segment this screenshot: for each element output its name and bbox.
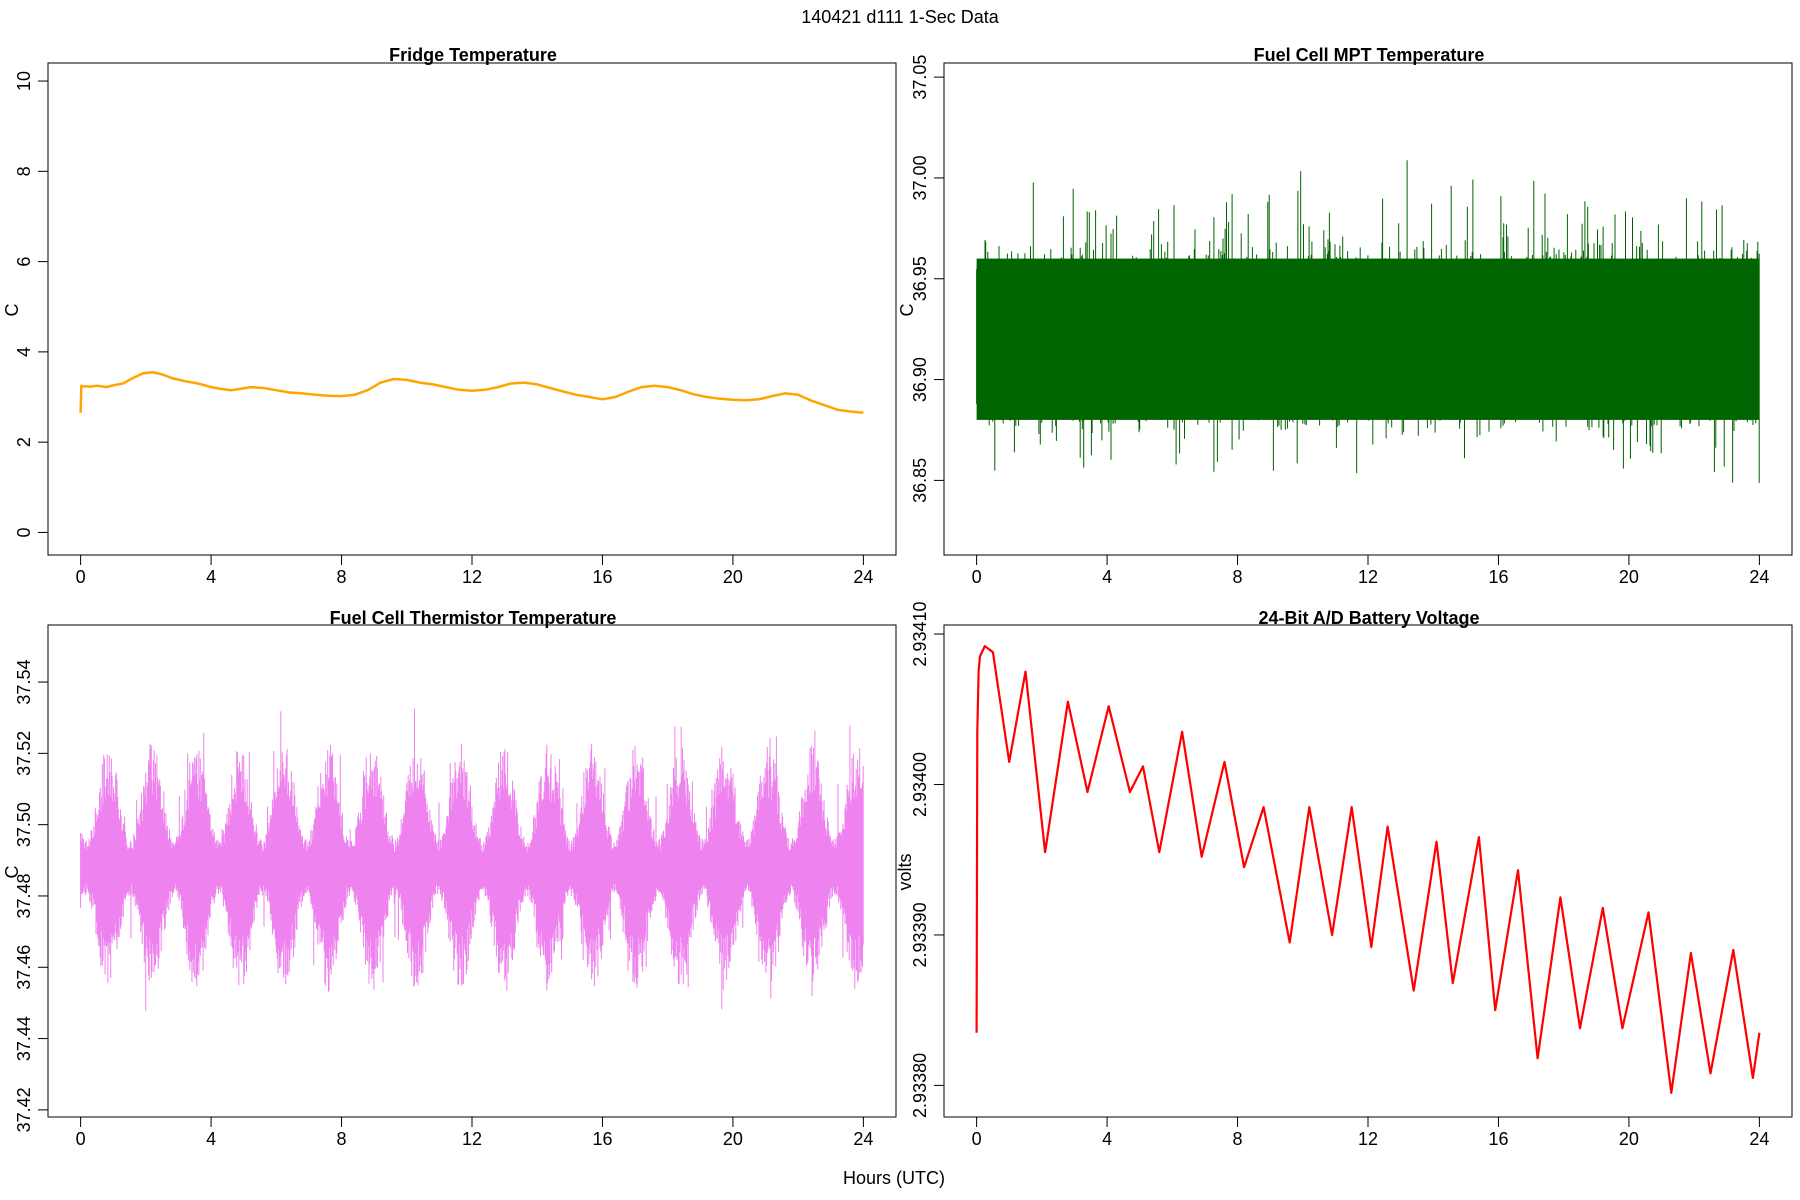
x-tick-label: 20 — [1619, 1129, 1639, 1149]
panel-title: Fuel Cell MPT Temperature — [1254, 45, 1485, 65]
x-axis: 0 4 8 12 16 20 24 — [972, 1116, 1769, 1149]
x-tick-label: 24 — [853, 567, 873, 587]
y-axis: 2.93380 2.93390 2.93400 2.93410 — [910, 601, 945, 1118]
y-axis-label: volts — [895, 853, 915, 890]
figure-x-axis-label: Hours (UTC) — [843, 1168, 945, 1188]
x-tick-label: 0 — [76, 1129, 86, 1149]
y-tick-label: 37.52 — [14, 731, 34, 776]
panel-fuel-cell-thermistor-temperature: Fuel Cell Thermistor Temperature C 0 4 8 12… — [2, 608, 897, 1149]
series-line — [79, 370, 864, 415]
x-tick-label: 4 — [206, 567, 216, 587]
y-tick-label: 37.42 — [14, 1087, 34, 1132]
y-tick-label: 2.93400 — [910, 752, 930, 817]
x-tick-label: 20 — [723, 1129, 743, 1149]
y-tick-label: 37.54 — [14, 660, 34, 705]
x-tick-label: 16 — [1488, 1129, 1508, 1149]
y-axis-label: C — [2, 866, 22, 879]
panel-battery-voltage: 24-Bit A/D Battery Voltage volts 0 4 8 12 16… — [895, 601, 1793, 1149]
y-tick-label: 2.93410 — [910, 601, 930, 666]
y-axis: 0 2 4 6 8 10 — [14, 71, 49, 537]
x-tick-label: 4 — [206, 1129, 216, 1149]
plot-frame — [47, 62, 897, 556]
y-tick-label: 37.46 — [14, 945, 34, 990]
y-tick-label: 37.05 — [910, 55, 930, 100]
y-tick-label: 36.85 — [910, 458, 930, 503]
x-tick-label: 8 — [337, 1129, 347, 1149]
x-tick-label: 4 — [1102, 567, 1112, 587]
y-tick-label: 37.50 — [14, 802, 34, 847]
x-tick-label: 16 — [592, 1129, 612, 1149]
x-tick-label: 24 — [1749, 1129, 1769, 1149]
y-tick-label: 4 — [14, 347, 34, 357]
y-tick-label: 36.90 — [910, 357, 930, 402]
x-tick-label: 16 — [1488, 567, 1508, 587]
x-tick-label: 12 — [462, 567, 482, 587]
figure-title: 140421 d111 1-Sec Data — [801, 7, 999, 27]
x-tick-label: 24 — [1749, 567, 1769, 587]
y-tick-label: 10 — [14, 71, 34, 91]
series-core-band — [976, 258, 1760, 420]
series-line — [975, 645, 1761, 1094]
x-tick-label: 24 — [853, 1129, 873, 1149]
x-axis: 0 4 8 12 16 20 24 — [972, 554, 1769, 587]
x-tick-label: 8 — [1233, 567, 1243, 587]
y-tick-label: 2.93390 — [910, 902, 930, 967]
x-tick-label: 12 — [1358, 1129, 1378, 1149]
series-line — [80, 708, 864, 1011]
x-tick-label: 20 — [723, 567, 743, 587]
y-tick-label: 37.48 — [14, 873, 34, 918]
x-tick-label: 20 — [1619, 567, 1639, 587]
panel-title: Fridge Temperature — [389, 45, 557, 65]
y-tick-label: 37.44 — [14, 1016, 34, 1061]
y-axis-label: C — [2, 304, 22, 317]
y-tick-label: 8 — [14, 166, 34, 176]
x-tick-label: 8 — [1233, 1129, 1243, 1149]
y-axis: 37.42 37.44 37.46 37.48 37.50 37.52 37.54 — [14, 660, 49, 1132]
panel-title: 24-Bit A/D Battery Voltage — [1258, 608, 1479, 628]
y-tick-label: 2.93380 — [910, 1053, 930, 1118]
y-tick-label: 0 — [14, 527, 34, 537]
x-tick-label: 12 — [1358, 567, 1378, 587]
y-axis-label: C — [897, 304, 917, 317]
y-tick-label: 2 — [14, 437, 34, 447]
x-tick-label: 4 — [1102, 1129, 1112, 1149]
x-tick-label: 0 — [76, 567, 86, 587]
x-tick-label: 0 — [972, 567, 982, 587]
panel-fuel-cell-mpt-temperature: Fuel Cell MPT Temperature C 0 4 8 12 16 20 24 3… — [897, 45, 1793, 587]
y-tick-label: 6 — [14, 257, 34, 267]
x-axis: 0 4 8 12 16 20 24 — [76, 554, 873, 587]
y-axis: 36.85 36.90 36.95 37.00 37.05 — [910, 55, 945, 503]
x-tick-label: 12 — [462, 1129, 482, 1149]
x-axis: 0 4 8 12 16 20 24 — [76, 1116, 873, 1149]
x-tick-label: 0 — [972, 1129, 982, 1149]
y-tick-label: 37.00 — [910, 155, 930, 200]
panel-title: Fuel Cell Thermistor Temperature — [330, 608, 617, 628]
y-tick-label: 36.95 — [910, 256, 930, 301]
x-tick-label: 8 — [337, 567, 347, 587]
x-tick-label: 16 — [592, 567, 612, 587]
